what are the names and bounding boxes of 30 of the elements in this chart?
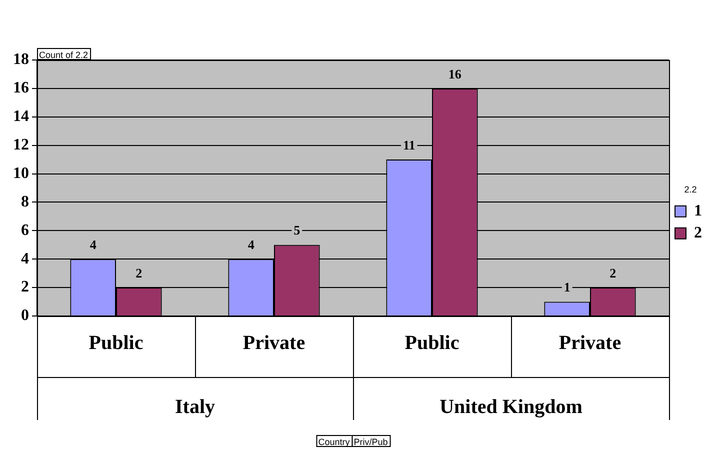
y-tick-label: 4 xyxy=(21,250,29,268)
data-label: 16 xyxy=(448,66,462,82)
text: Italy xyxy=(175,396,215,418)
data-label: 2 xyxy=(136,265,142,280)
text: Priv/Pub xyxy=(354,437,388,447)
y-tick-label: 2 xyxy=(21,278,29,296)
text: United Kingdom xyxy=(440,396,583,418)
data-label: 4 xyxy=(90,236,97,252)
data-label: 2 xyxy=(610,265,616,280)
y-tick-label: 0 xyxy=(21,307,29,324)
x-tick-label: Private xyxy=(558,332,622,354)
y-tick-label: 18 xyxy=(13,51,29,68)
y-tick-label: 16 xyxy=(13,80,29,97)
x-tick-label: Private xyxy=(242,332,306,354)
y-tick-label: 12 xyxy=(13,136,29,154)
data-label: 5 xyxy=(294,222,301,238)
data-label: 4 xyxy=(248,236,255,252)
legend-title: 2.2 xyxy=(684,184,697,195)
legend-label: 1 xyxy=(694,202,702,220)
y-tick-label: 10 xyxy=(13,164,29,182)
x-tick-label: Public xyxy=(404,332,460,354)
data-label: 11 xyxy=(402,137,416,152)
data-label: 1 xyxy=(564,280,570,295)
y-tick-label: 6 xyxy=(21,222,29,239)
y-tick-label: 14 xyxy=(13,108,29,126)
legend-label: 2 xyxy=(694,224,702,242)
text: Country xyxy=(318,437,350,447)
x-tick-label: Public xyxy=(88,332,144,354)
y-axis-title: Count of 2.2 xyxy=(39,50,88,60)
y-tick-label: 8 xyxy=(21,193,29,210)
